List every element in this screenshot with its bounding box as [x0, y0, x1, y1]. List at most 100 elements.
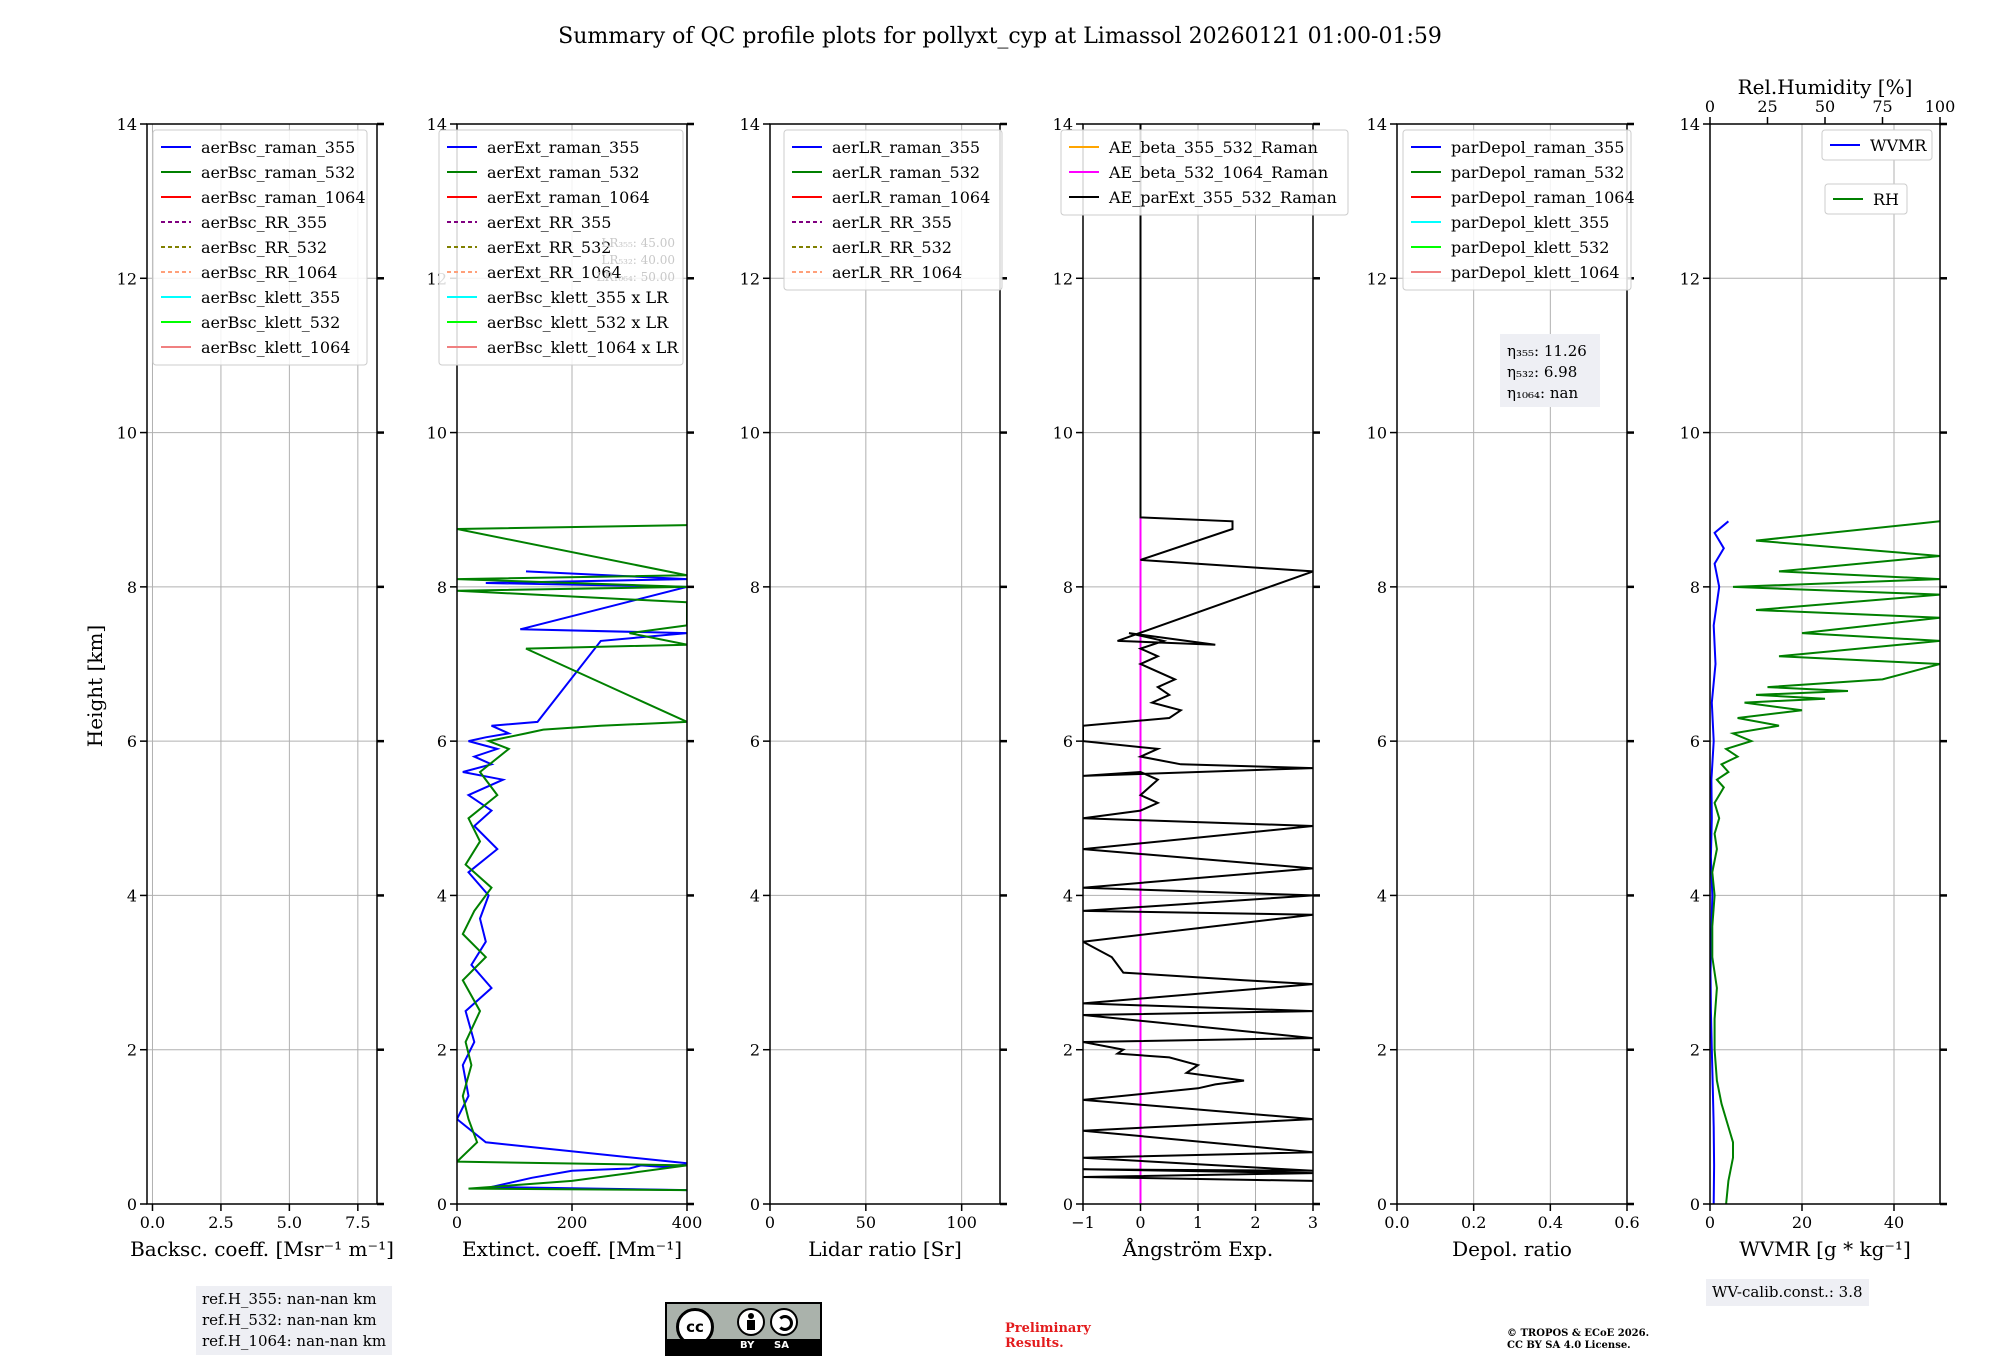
- x-tick-label: 0.0: [1384, 1213, 1409, 1232]
- y-tick-label: 8: [1377, 578, 1387, 597]
- top-x-tick-label: 50: [1815, 97, 1835, 116]
- y-tick-label: 14: [427, 115, 447, 134]
- y-tick-label: 8: [1690, 578, 1700, 597]
- top-x-tick-label: 100: [1925, 97, 1956, 116]
- y-tick-label: 12: [117, 269, 137, 288]
- y-tick-label: 4: [1063, 886, 1073, 905]
- y-tick-label: 10: [1053, 424, 1073, 443]
- legend-label: WVMR: [1870, 136, 1927, 155]
- legend-label: aerLR_raman_355: [832, 138, 980, 157]
- x-axis-label: Depol. ratio: [1452, 1237, 1572, 1261]
- y-tick-label: 6: [1063, 732, 1073, 751]
- legend-box: [438, 129, 684, 366]
- eta-box: [1500, 334, 1600, 407]
- legend-label: parDepol_klett_532: [1451, 238, 1609, 257]
- top-x-tick-label: 25: [1757, 97, 1777, 116]
- y-tick-label: 2: [127, 1041, 137, 1060]
- refh-532: ref.H_532: nan-nan km: [202, 1311, 377, 1329]
- y-tick-label: 6: [750, 732, 760, 751]
- panel-bsc: 0 2 4 6 8 10 12 14 0.0 2.5 5.0 7.5 Backsc. coeff. [M…: [117, 115, 394, 1261]
- x-tick-label: 50: [856, 1213, 876, 1232]
- legend-label: aerExt_raman_532: [487, 163, 640, 182]
- y-tick-label: 0: [127, 1195, 137, 1214]
- y-tick-label: 10: [1367, 424, 1387, 443]
- legend-label: parDepol_klett_355: [1451, 213, 1609, 232]
- y-tick-label: 10: [117, 424, 137, 443]
- y-tick-label: 2: [1690, 1041, 1700, 1060]
- y-tick-label: 8: [1063, 578, 1073, 597]
- y-tick-label: 12: [1680, 269, 1700, 288]
- top-x-tick-label: 75: [1872, 97, 1892, 116]
- x-tick-label: 0.4: [1538, 1213, 1563, 1232]
- y-tick-label: 14: [740, 115, 760, 134]
- legend-label: aerExt_raman_1064: [487, 188, 650, 207]
- refh-355: ref.H_355: nan-nan km: [202, 1290, 377, 1308]
- sa-label: SA: [774, 1340, 789, 1351]
- x-axis-label: Lidar ratio [Sr]: [808, 1237, 962, 1261]
- y-tick-label: 10: [740, 424, 760, 443]
- y-tick-label: 2: [437, 1041, 447, 1060]
- lr-annotation: LR₅₃₂: 40.00: [601, 253, 675, 267]
- legend-label: aerLR_raman_532: [832, 163, 980, 182]
- axes-frame: [146, 123, 378, 1205]
- y-tick-label: 12: [740, 269, 760, 288]
- legend-label: RH: [1873, 190, 1899, 209]
- x-tick-label: 2.5: [208, 1213, 233, 1232]
- legend-label: AE_parExt_355_532_Raman: [1108, 188, 1337, 207]
- x-tick-label: 0: [1705, 1213, 1715, 1232]
- y-tick-label: 14: [1680, 115, 1700, 134]
- legend-label: aerLR_RR_355: [832, 213, 952, 232]
- x-tick-label: 400: [672, 1213, 703, 1232]
- legend-label: aerBsc_RR_532: [201, 238, 327, 257]
- x-axis-label: Backsc. coeff. [Msr⁻¹ m⁻¹]: [130, 1237, 394, 1261]
- x-tick-label: 0: [452, 1213, 462, 1232]
- cc-license-badge: cc BY SA: [665, 1302, 822, 1356]
- legend-label: aerBsc_RR_355: [201, 213, 327, 232]
- y-tick-label: 0: [1063, 1195, 1073, 1214]
- x-tick-label: 0.2: [1461, 1213, 1486, 1232]
- y-tick-label: 4: [1377, 886, 1387, 905]
- lr-annotation: LR₁₀₆₄: 50.00: [597, 270, 675, 284]
- x-tick-label: 40: [1884, 1213, 1904, 1232]
- lr-annotation: LR₃₅₅: 45.00: [601, 236, 675, 250]
- legend-label: aerExt_RR_532: [487, 238, 611, 257]
- wv-calibration-box: WV-calib.const.: 3.8: [1706, 1279, 1869, 1306]
- y-tick-label: 0: [1690, 1195, 1700, 1214]
- y-tick-label: 6: [1377, 732, 1387, 751]
- legend-label: aerBsc_klett_532: [201, 313, 340, 332]
- by-person-icon: [737, 1308, 765, 1336]
- series-RH: [1711, 520, 1940, 1204]
- by-label: BY: [740, 1340, 755, 1351]
- series-AE_parExt_355_532_Raman: [1083, 124, 1313, 1182]
- y-tick-label: 14: [117, 115, 137, 134]
- y-tick-label: 14: [1367, 115, 1387, 134]
- sa-share-icon: [770, 1308, 798, 1336]
- y-tick-label: 2: [750, 1041, 760, 1060]
- x-tick-label: 0.6: [1614, 1213, 1639, 1232]
- x-tick-label: −1: [1071, 1213, 1095, 1232]
- legend-label: aerExt_RR_355: [487, 213, 611, 232]
- legend-label: parDepol_klett_1064: [1451, 263, 1620, 282]
- legend-label: aerLR_RR_532: [832, 238, 952, 257]
- series-aerExt_raman_355: [457, 570, 687, 1192]
- x-tick-label: 3: [1308, 1213, 1318, 1232]
- x-axis-label: Ångström Exp.: [1122, 1236, 1273, 1261]
- legend-label: aerBsc_klett_355: [201, 288, 340, 307]
- series-aerExt_raman_532: [457, 524, 687, 1192]
- y-tick-label: 4: [437, 886, 447, 905]
- y-tick-label: 4: [750, 886, 760, 905]
- y-tick-label: 0: [750, 1195, 760, 1214]
- y-tick-label: 12: [1053, 269, 1073, 288]
- legend-box: [152, 129, 368, 366]
- y-tick-label: 8: [750, 578, 760, 597]
- legend-label: aerBsc_raman_532: [201, 163, 355, 182]
- legend-label: aerBsc_klett_355 x LR: [487, 288, 669, 307]
- legend-label: aerBsc_klett_532 x LR: [487, 313, 669, 332]
- panel-wv: 0 2 4 6 8 10 12 14 0 20 40 WVMR [g * kg⁻¹] 0 25 50 75 10…: [1680, 75, 1956, 1261]
- y-tick-label: 10: [427, 424, 447, 443]
- y-tick-label: 4: [127, 886, 137, 905]
- y-tick-label: 2: [1377, 1041, 1387, 1060]
- legend-label: AE_beta_532_1064_Raman: [1108, 163, 1328, 182]
- x-axis-label: Extinct. coeff. [Mm⁻¹]: [462, 1237, 682, 1261]
